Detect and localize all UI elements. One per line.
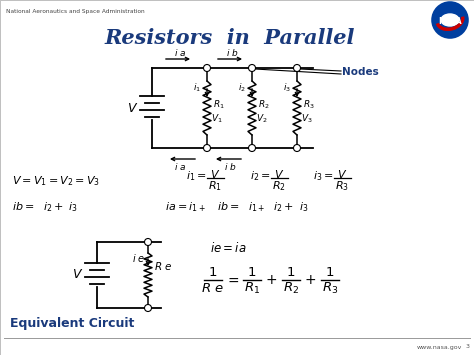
Text: Equivalent Circuit: Equivalent Circuit: [10, 317, 134, 329]
Text: $R_3$: $R_3$: [335, 179, 349, 193]
Text: $V$: $V$: [337, 168, 347, 180]
Text: $i_3$: $i_3$: [283, 82, 291, 94]
Text: $R_2$: $R_2$: [258, 99, 270, 111]
Text: $V_2$: $V_2$: [256, 113, 267, 125]
Text: $1$: $1$: [247, 267, 256, 279]
Text: $R_1$: $R_1$: [244, 280, 260, 296]
Circle shape: [203, 65, 210, 71]
Text: $R_2$: $R_2$: [283, 280, 299, 296]
Text: $i\ b$: $i\ b$: [226, 47, 239, 58]
Text: National Aeronautics and Space Administration: National Aeronautics and Space Administr…: [6, 9, 145, 14]
Text: $1$: $1$: [209, 267, 218, 279]
Circle shape: [145, 239, 152, 246]
Text: $V_1$: $V_1$: [211, 113, 223, 125]
Text: $V = V_1 = V_2 = V_3$: $V = V_1 = V_2 = V_3$: [12, 174, 100, 188]
Text: $i\ a$: $i\ a$: [174, 47, 186, 58]
Circle shape: [293, 65, 301, 71]
Ellipse shape: [441, 14, 459, 26]
Text: $=$: $=$: [225, 273, 239, 287]
Text: $1$: $1$: [325, 267, 335, 279]
Circle shape: [434, 4, 466, 36]
Text: $V_3$: $V_3$: [301, 113, 313, 125]
Text: $R_3$: $R_3$: [322, 280, 338, 296]
Text: www.nasa.gov: www.nasa.gov: [417, 344, 462, 350]
Text: $i_3 =$: $i_3 =$: [313, 169, 334, 183]
Text: $i_1 =$: $i_1 =$: [186, 169, 207, 183]
Text: $V$: $V$: [73, 268, 83, 282]
Text: $i_2 =$: $i_2 =$: [250, 169, 271, 183]
Circle shape: [293, 144, 301, 152]
Text: $i\ e$: $i\ e$: [132, 252, 146, 264]
Text: $R_1$: $R_1$: [213, 99, 225, 111]
Circle shape: [145, 305, 152, 311]
Text: $+$: $+$: [265, 273, 277, 287]
Text: $V$: $V$: [210, 168, 220, 180]
Circle shape: [248, 144, 255, 152]
Circle shape: [203, 144, 210, 152]
Circle shape: [248, 65, 255, 71]
Text: Resistors  in  Parallel: Resistors in Parallel: [105, 28, 355, 48]
Text: $V$: $V$: [128, 102, 138, 115]
Text: $ia = i_{1+} \ \ \ ib = \ \ i_{1+} \ \ i_2 + \ i_3$: $ia = i_{1+} \ \ \ ib = \ \ i_{1+} \ \ i…: [165, 200, 309, 214]
Text: $i\ a$: $i\ a$: [174, 162, 186, 173]
Text: $R_1$: $R_1$: [208, 179, 222, 193]
Text: Nodes: Nodes: [342, 67, 379, 77]
Text: $R\ e$: $R\ e$: [154, 260, 173, 272]
Text: $ie = ia$: $ie = ia$: [210, 241, 246, 255]
Text: $i_2$: $i_2$: [238, 82, 246, 94]
Text: $R_2$: $R_2$: [272, 179, 286, 193]
Text: $R\ e$: $R\ e$: [201, 282, 225, 295]
Text: $i\ b$: $i\ b$: [224, 162, 237, 173]
Text: $i_1$: $i_1$: [193, 82, 201, 94]
Text: $V$: $V$: [274, 168, 284, 180]
Text: $R_3$: $R_3$: [303, 99, 315, 111]
Text: $ib = \ \ i_2 + \ i_3$: $ib = \ \ i_2 + \ i_3$: [12, 200, 78, 214]
Text: NASA: NASA: [438, 16, 462, 26]
Text: 3: 3: [466, 344, 470, 350]
Text: $1$: $1$: [286, 267, 296, 279]
Text: $+$: $+$: [304, 273, 316, 287]
